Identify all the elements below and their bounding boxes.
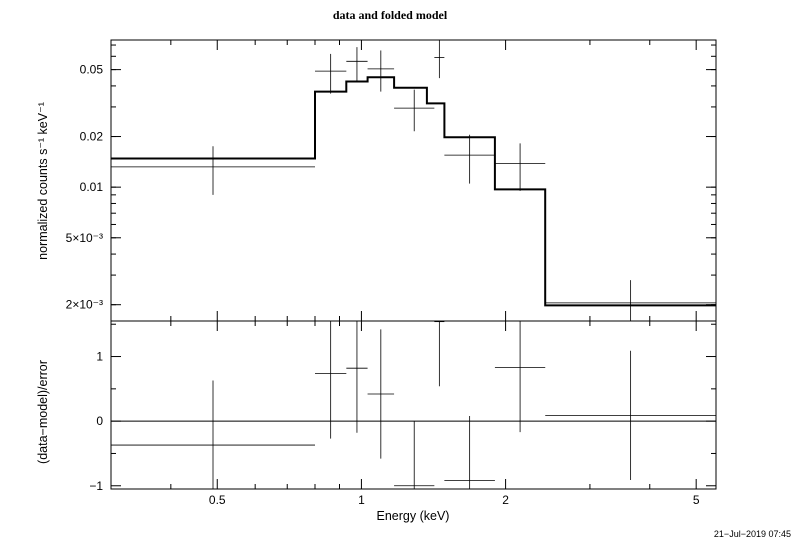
x-axis-label: Energy (keV)	[377, 509, 450, 523]
spectrum-plot-frame	[110, 39, 717, 322]
spectrum-data-point	[494, 143, 546, 191]
residual-data-points	[111, 321, 716, 489]
timestamp: 21−Jul−2019 07:45	[713, 529, 791, 539]
residual-y-axis-label: (data−model)/error	[36, 360, 50, 464]
spectrum-y-tick-label: 0.05	[80, 63, 104, 77]
chart-title: data and folded model	[333, 8, 448, 22]
folded-model-line	[111, 76, 716, 307]
residual-panel: 0.5 1 2 5 1 0 −1 (data−model)/error	[36, 320, 717, 507]
spectrum-y-axis-label: normalized counts s⁻¹ keV⁻¹	[36, 102, 50, 260]
x-tick-label: 1	[358, 493, 365, 507]
residual-y-tick-label: −1	[89, 479, 103, 493]
spectrum-data-point	[394, 89, 435, 132]
residual-data-point	[444, 415, 495, 489]
residual-y-tick-label: 1	[96, 350, 103, 364]
spectrum-data-point	[111, 146, 316, 195]
spectrum-y-tick-label: 5×10⁻³	[66, 231, 103, 245]
spectrum-panel: 0.05 0.02 0.01 5×10⁻³ 2×10⁻³ normalized coun…	[36, 39, 717, 322]
residual-plot-frame	[110, 320, 717, 490]
spectrum-ticks: 0.05 0.02 0.01 5×10⁻³ 2×10⁻³	[66, 40, 716, 321]
spectrum-y-tick-label: 0.02	[80, 130, 104, 144]
residual-data-point	[434, 321, 445, 387]
spectrum-data-point	[444, 134, 495, 184]
residual-y-tick-label: 0	[96, 414, 103, 428]
spectrum-y-tick-label: 0.01	[80, 180, 104, 194]
residual-data-point	[545, 350, 716, 480]
residual-data-point	[346, 321, 368, 433]
spectrum-y-tick-label: 2×10⁻³	[66, 298, 103, 312]
x-tick-label: 2	[502, 493, 509, 507]
residual-data-point	[315, 321, 347, 439]
x-tick-label: 0.5	[209, 493, 226, 507]
residual-data-point	[367, 329, 395, 459]
spectrum-data-point	[315, 53, 347, 94]
x-tick-label: 5	[693, 493, 700, 507]
residual-ticks: 0.5 1 2 5 1 0 −1	[89, 321, 716, 507]
residual-data-point	[494, 321, 546, 433]
spectrum-data-point	[367, 50, 395, 92]
residual-data-point	[111, 380, 316, 489]
spectrum-data-point	[346, 47, 368, 81]
residual-data-point	[394, 421, 435, 489]
spectrum-data-point	[545, 280, 716, 321]
spectrum-data-points	[111, 40, 716, 321]
spectrum-data-point	[434, 40, 445, 79]
